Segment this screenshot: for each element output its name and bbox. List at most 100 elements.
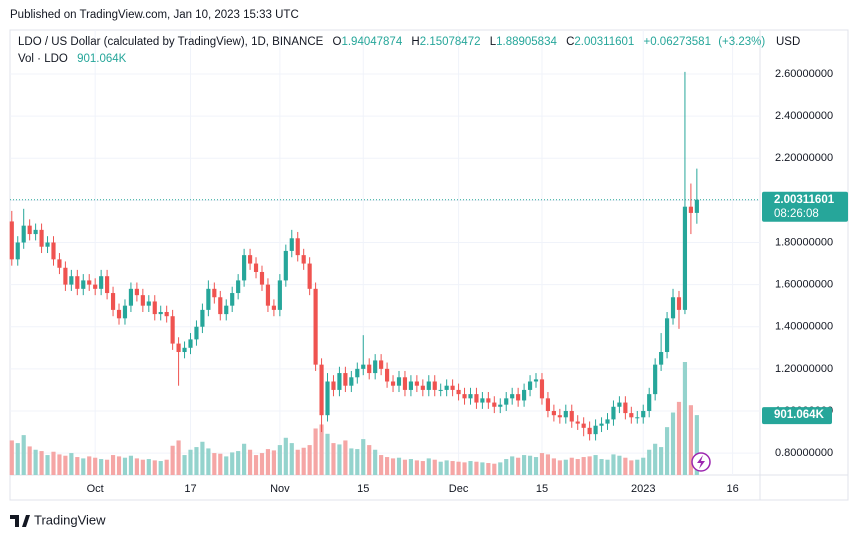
x-tick-label: Oct <box>87 483 104 495</box>
candle-body <box>158 311 163 315</box>
candle-body <box>373 360 378 374</box>
volume-bar <box>242 443 247 475</box>
chart-frame <box>9 29 849 501</box>
candle-body <box>527 381 533 390</box>
candle-body <box>367 364 372 374</box>
candle-body <box>355 368 360 378</box>
candle-body <box>414 381 419 386</box>
candle-body <box>343 373 348 386</box>
x-tick-label: 17 <box>184 483 196 495</box>
logo-mark <box>22 515 30 527</box>
brand-logo: TradingView <box>10 512 106 527</box>
candle-body <box>99 276 104 289</box>
volume-bar <box>247 449 253 475</box>
volume-bar <box>361 439 366 475</box>
candle-body <box>69 276 74 285</box>
candle-body <box>659 352 664 365</box>
volume-bar <box>462 462 467 475</box>
volume-layer <box>9 362 699 475</box>
candle-body <box>539 379 545 399</box>
candle-body <box>438 389 443 391</box>
candle-body <box>694 199 699 213</box>
lightning-badge[interactable] <box>691 452 711 472</box>
volume-value: 901.064K <box>77 53 127 65</box>
volume-bar <box>33 449 38 475</box>
candle-body <box>611 406 616 420</box>
volume-bar <box>623 457 628 475</box>
candle-body <box>15 242 20 260</box>
y-tick-label: 2.40000000 <box>775 110 833 122</box>
candle-body <box>688 206 693 213</box>
candle-body <box>593 425 598 435</box>
volume-bar <box>271 450 276 475</box>
volume-bar <box>63 455 68 475</box>
volume-bar <box>516 457 521 475</box>
volume-bar <box>694 415 699 475</box>
volume-bar <box>653 443 658 475</box>
volume-bar <box>337 444 342 475</box>
logo-mark <box>10 515 19 527</box>
candle-body <box>170 316 175 344</box>
candle-body <box>516 394 521 401</box>
volume-bar <box>319 424 324 475</box>
volume-bar <box>313 428 318 475</box>
candle-body <box>557 415 562 418</box>
candle-body <box>218 297 223 315</box>
candle-body <box>480 398 485 403</box>
volume-bar <box>224 456 229 475</box>
candle-body <box>474 394 479 403</box>
l-key: L <box>490 36 497 48</box>
candle-body <box>33 229 38 235</box>
volume-bar <box>527 455 533 475</box>
x-tick-label: 2023 <box>631 483 655 495</box>
published-note: Published on TradingView.com, Jan 10, 20… <box>10 9 299 21</box>
y-tick-label: 1.80000000 <box>775 236 833 248</box>
volume-bar <box>635 459 640 475</box>
volume-bar <box>563 459 568 475</box>
candle-body <box>682 206 688 310</box>
volume-bar <box>152 460 157 475</box>
volume-bar <box>545 454 551 475</box>
ohlc-legend: LDO / US Dollar (calculated by TradingVi… <box>18 36 765 48</box>
volume-bar <box>182 455 187 475</box>
volume-bar <box>116 456 122 475</box>
candle-body <box>486 398 491 403</box>
candle-body <box>533 379 539 382</box>
volume-bar <box>557 460 562 475</box>
volume-bar <box>212 453 217 475</box>
candle-body <box>289 238 294 251</box>
y-tick-label: 2.20000000 <box>775 152 833 164</box>
volume-bar <box>670 412 676 475</box>
volume-bar <box>15 443 20 475</box>
candle-body <box>468 394 473 399</box>
y-tick-label: 1.60000000 <box>775 279 833 291</box>
candle-body <box>105 276 110 294</box>
x-tick-label: Dec <box>449 483 469 495</box>
candle-body <box>75 276 80 289</box>
candle-body <box>116 309 122 319</box>
candle-body <box>402 377 408 390</box>
volume-bar <box>659 447 664 475</box>
volume-bar <box>99 459 104 475</box>
candle-body <box>39 229 44 247</box>
volume-bar <box>647 449 652 475</box>
candle-body <box>283 250 288 281</box>
volume-bar <box>408 459 413 475</box>
volume-bar <box>81 458 86 475</box>
candle-body <box>361 364 366 369</box>
volume-bar <box>259 453 265 475</box>
candle-body <box>337 373 342 390</box>
candle-body <box>492 402 497 407</box>
candle-body <box>176 343 181 353</box>
candle-body <box>182 347 187 353</box>
volume-bar <box>373 449 378 475</box>
volume-bar <box>641 457 646 475</box>
volume-bar <box>486 463 491 475</box>
candle-body <box>271 305 276 310</box>
volume-bar <box>385 457 390 475</box>
candle-body <box>569 410 574 422</box>
volume-bar <box>456 461 461 475</box>
volume-bar <box>325 433 330 475</box>
volume-bar <box>533 457 539 475</box>
